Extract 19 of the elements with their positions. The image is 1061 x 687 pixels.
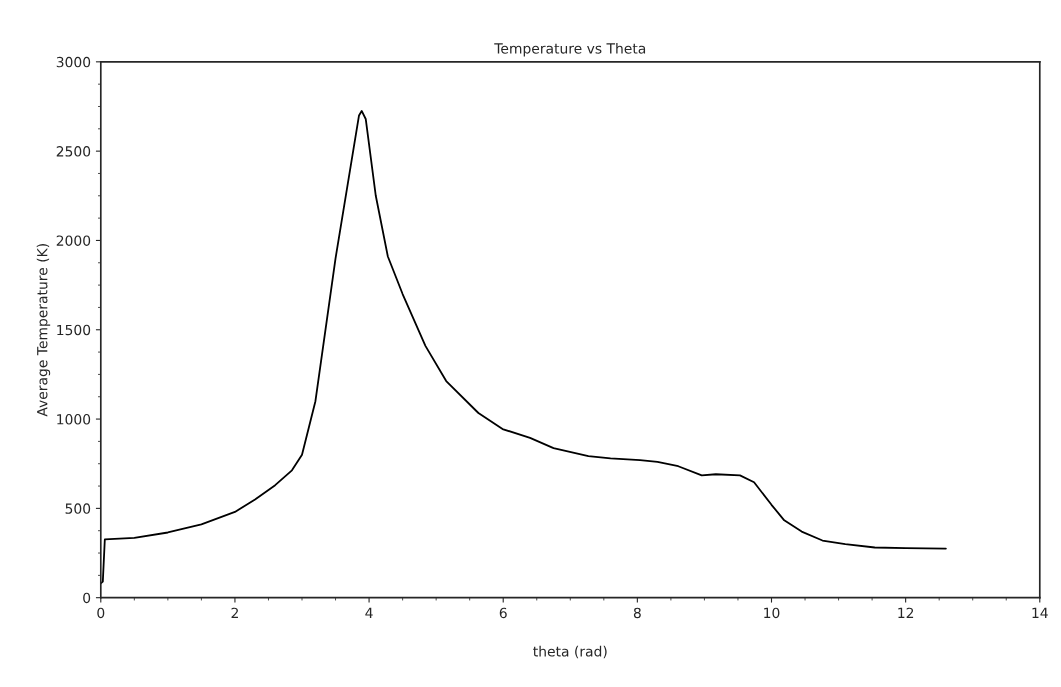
x-axis-title: theta (rad) <box>533 645 607 659</box>
y-tick-label: 1500 <box>57 324 91 336</box>
y-tick-label: 1000 <box>57 414 91 425</box>
x-tick-label: 2 <box>231 607 238 618</box>
y-axis-title: Average Temperature (K) <box>36 244 51 417</box>
x-tick-label: 8 <box>633 607 641 619</box>
x-tick-label: 12 <box>898 607 914 618</box>
x-tick-label: 0 <box>97 607 105 619</box>
y-tick-label: 3000 <box>56 56 91 68</box>
y-tick-label: 0 <box>83 592 91 604</box>
y-tick-label: 500 <box>65 503 91 514</box>
y-tick-label: 2500 <box>56 146 91 157</box>
x-tick-label: 10 <box>764 607 780 619</box>
y-tick-label: 2000 <box>56 235 91 246</box>
x-tick-label: 14 <box>1032 607 1048 618</box>
chart-title: Temperature vs Theta <box>494 42 646 57</box>
x-tick-label: 6 <box>499 607 507 619</box>
x-tick-label: 4 <box>365 607 373 618</box>
line-series <box>100 110 947 585</box>
